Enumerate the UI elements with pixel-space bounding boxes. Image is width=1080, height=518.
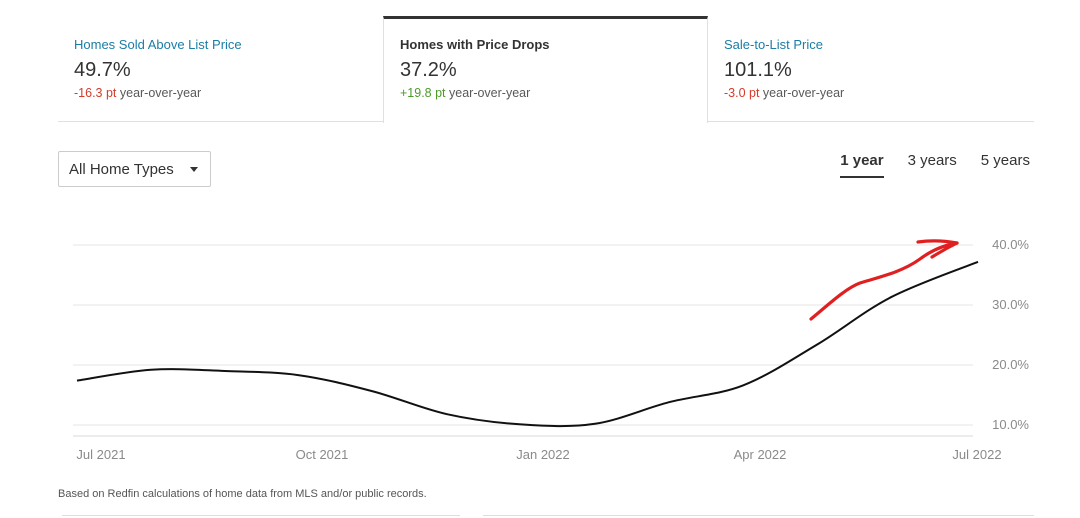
home-type-select[interactable]: All Home Types — [58, 151, 211, 187]
next-card-left — [62, 515, 460, 518]
hand-drawn-arrow-annotation — [809, 239, 959, 321]
series-line — [76, 260, 979, 428]
card-sale-to-list-price[interactable]: Sale-to-List Price 101.1% -3.0 pt year-o… — [708, 16, 1033, 122]
change-value: -16.3 pt — [74, 86, 117, 100]
metric-tabs: Homes Sold Above List Price 49.7% -16.3 … — [58, 16, 1034, 123]
range-5-years[interactable]: 5 years — [980, 152, 1030, 169]
y-tick-label: 10.0% — [992, 417, 1029, 432]
y-tick-label: 20.0% — [992, 357, 1029, 372]
caret-down-icon — [190, 166, 198, 172]
data-source-footnote: Based on Redfin calculations of home dat… — [58, 488, 427, 500]
card-title: Homes Sold Above List Price — [74, 37, 242, 52]
card-value: 101.1% — [724, 59, 792, 81]
x-tick-label: Jul 2022 — [952, 447, 1001, 462]
change-value: -3.0 pt — [724, 86, 760, 100]
card-change: -3.0 pt year-over-year — [724, 85, 1017, 102]
change-value: +19.8 pt — [400, 86, 446, 100]
range-1-year[interactable]: 1 year — [840, 152, 884, 178]
y-tick-label: 30.0% — [992, 297, 1029, 312]
next-card-right — [483, 515, 1034, 518]
next-section-edge — [0, 515, 1080, 518]
card-homes-sold-above-list[interactable]: Homes Sold Above List Price 49.7% -16.3 … — [58, 16, 383, 122]
x-tick-label: Jan 2022 — [516, 447, 570, 462]
y-tick-label: 40.0% — [992, 237, 1029, 252]
x-axis-labels: Jul 2021 Oct 2021 Jan 2022 Apr 2022 Jul 2022 — [76, 447, 1001, 462]
card-title: Sale-to-List Price — [724, 37, 823, 52]
card-value: 49.7% — [74, 59, 131, 81]
card-homes-with-price-drops[interactable]: Homes with Price Drops 37.2% +19.8 pt ye… — [383, 16, 708, 123]
x-tick-label: Jul 2021 — [76, 447, 125, 462]
arrow-head-bottom — [930, 241, 959, 259]
x-tick-label: Oct 2021 — [296, 447, 349, 462]
card-value: 37.2% — [400, 59, 457, 81]
chart-grid — [73, 244, 973, 437]
x-tick-label: Apr 2022 — [734, 447, 787, 462]
card-title: Homes with Price Drops — [400, 37, 550, 52]
card-change: -16.3 pt year-over-year — [74, 85, 367, 102]
card-change: +19.8 pt year-over-year — [400, 85, 691, 102]
time-range-selector: 1 year 3 years 5 years — [840, 152, 1030, 178]
range-3-years[interactable]: 3 years — [907, 152, 957, 169]
change-suffix: year-over-year — [759, 86, 845, 100]
y-axis-labels: 10.0% 20.0% 30.0% 40.0% — [992, 237, 1029, 432]
change-suffix: year-over-year — [116, 86, 202, 100]
line-chart: 10.0% 20.0% 30.0% 40.0% Jul 2021 Oct 2021 Jan… — [73, 237, 1029, 462]
home-type-select-value: All Home Types — [69, 160, 174, 178]
change-suffix: year-over-year — [445, 86, 531, 100]
arrow-shaft — [809, 241, 959, 321]
arrow-head-top — [916, 239, 959, 245]
